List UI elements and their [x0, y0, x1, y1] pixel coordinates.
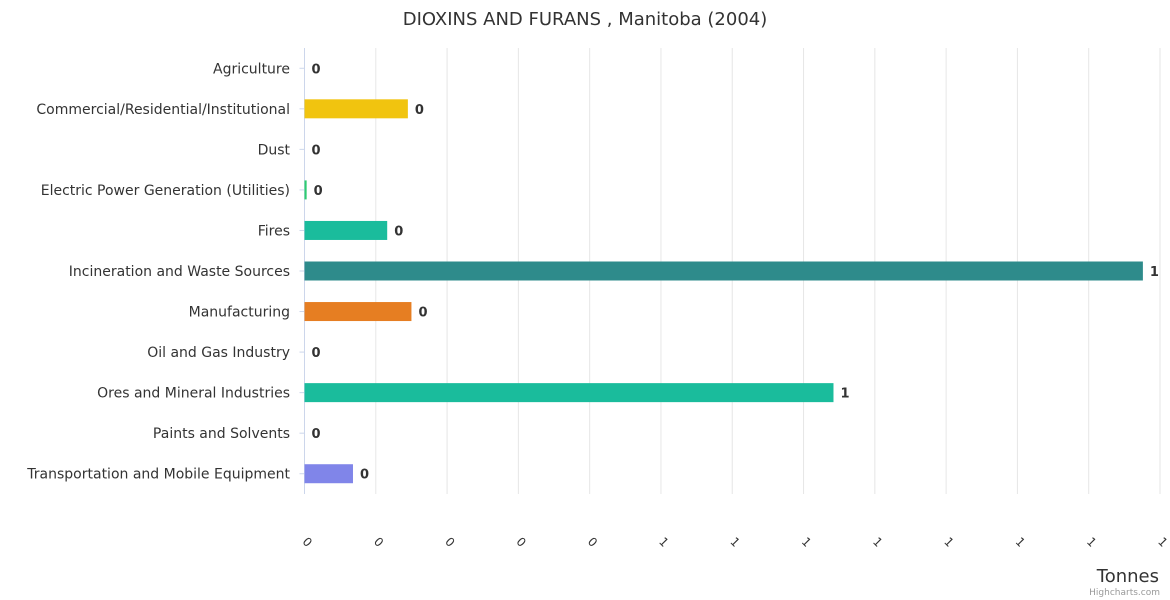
bar[interactable]: [304, 220, 388, 240]
data-labels: 0 0 0 0 0 1 0 0 1 0 0: [312, 62, 1159, 482]
category-label: Dust: [258, 142, 291, 158]
data-label: 1: [1150, 265, 1159, 280]
category-axis-labels: Agriculture Commercial/Residential/Instit…: [26, 61, 290, 482]
chart-title: DIOXINS AND FURANS , Manitoba (2004): [403, 9, 768, 30]
data-label: 0: [312, 346, 321, 361]
data-label: 0: [394, 224, 403, 239]
category-label: Electric Power Generation (Utilities): [41, 183, 290, 199]
value-axis-title: Tonnes: [1096, 566, 1159, 587]
data-label: 1: [840, 387, 849, 402]
credits-link[interactable]: Highcharts.com: [1089, 588, 1160, 598]
data-label: 0: [312, 143, 321, 158]
bar[interactable]: [304, 464, 353, 484]
category-label: Paints and Solvents: [153, 426, 290, 442]
bar[interactable]: [304, 99, 408, 119]
category-label: Agriculture: [213, 61, 290, 77]
data-label: 0: [314, 184, 323, 199]
data-label: 0: [312, 62, 321, 77]
bar[interactable]: [304, 383, 834, 403]
data-label: 0: [312, 427, 321, 442]
category-label: Incineration and Waste Sources: [69, 264, 290, 280]
bar-series: [304, 99, 1143, 484]
category-label: Commercial/Residential/Institutional: [36, 102, 290, 118]
data-label: 0: [360, 468, 369, 483]
category-label: Fires: [258, 223, 290, 239]
category-label: Ores and Mineral Industries: [97, 386, 290, 402]
bar[interactable]: [304, 261, 1143, 281]
bar[interactable]: [304, 302, 412, 322]
category-label: Manufacturing: [189, 305, 290, 321]
category-label: Transportation and Mobile Equipment: [26, 467, 290, 483]
data-label: 0: [415, 103, 424, 118]
category-label: Oil and Gas Industry: [147, 345, 290, 361]
bar[interactable]: [304, 180, 307, 200]
data-label: 0: [418, 306, 427, 321]
